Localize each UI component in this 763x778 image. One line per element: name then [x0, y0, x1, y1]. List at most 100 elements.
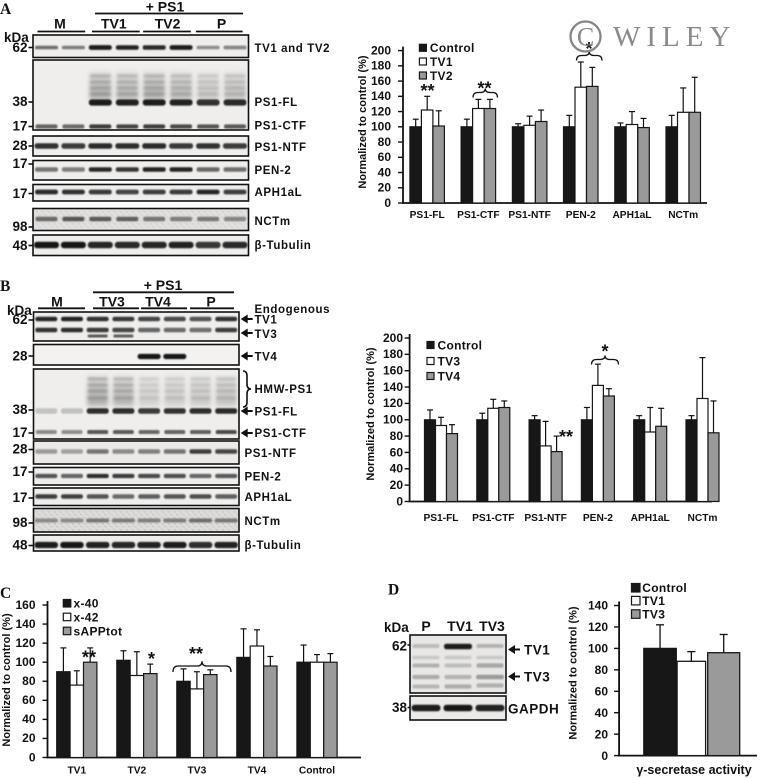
svg-text:Normalized to control (%): Normalized to control (%)	[1, 613, 13, 747]
svg-text:PEN-2: PEN-2	[255, 165, 292, 177]
svg-text:0: 0	[29, 750, 36, 764]
svg-text:TV3: TV3	[188, 766, 207, 777]
svg-text:160: 160	[15, 598, 35, 612]
svg-text:TV3: TV3	[479, 618, 505, 634]
svg-text:TV1 and TV2: TV1 and TV2	[255, 43, 331, 55]
svg-text:TV1: TV1	[255, 315, 278, 327]
svg-text:48: 48	[12, 238, 28, 253]
svg-text:62: 62	[12, 40, 27, 55]
svg-text:98: 98	[12, 515, 28, 530]
svg-text:PS1-FL: PS1-FL	[423, 513, 458, 524]
svg-text:WILEY: WILEY	[613, 21, 736, 53]
svg-text:17: 17	[12, 425, 27, 440]
svg-text:**: **	[559, 427, 573, 447]
svg-text:TV2: TV2	[155, 16, 181, 32]
svg-text:**: **	[477, 79, 491, 99]
svg-text:Normalized to control (%): Normalized to control (%)	[365, 347, 377, 481]
svg-text:20: 20	[378, 181, 392, 195]
svg-text:PS1-CTF: PS1-CTF	[472, 513, 514, 524]
svg-text:20: 20	[22, 731, 36, 745]
svg-text:x-42: x-42	[74, 610, 99, 624]
svg-text:TV1: TV1	[524, 643, 550, 658]
svg-text:TV3: TV3	[642, 607, 665, 621]
svg-text:80: 80	[595, 663, 609, 677]
svg-text:48: 48	[12, 538, 28, 553]
svg-text:Control: Control	[430, 41, 475, 55]
svg-text:Control: Control	[438, 338, 483, 352]
svg-text:40: 40	[595, 706, 609, 720]
svg-text:Normalized to control (%): Normalized to control (%)	[357, 55, 369, 189]
svg-text:PS1-NTF: PS1-NTF	[524, 513, 566, 524]
svg-text:Endogenous: Endogenous	[255, 304, 331, 316]
svg-text:PS1-NTF: PS1-NTF	[245, 448, 297, 460]
svg-text:60: 60	[595, 684, 609, 698]
svg-text:17: 17	[12, 464, 27, 479]
svg-text:TV4: TV4	[438, 369, 461, 383]
svg-text:120: 120	[588, 620, 608, 634]
svg-text:APH1aL: APH1aL	[631, 513, 670, 524]
svg-text:TV2: TV2	[430, 69, 453, 83]
svg-text:140: 140	[15, 617, 35, 631]
svg-text:100: 100	[383, 413, 403, 427]
svg-text:120: 120	[371, 104, 391, 118]
svg-text:38: 38	[12, 402, 28, 417]
svg-text:NCTm: NCTm	[668, 210, 698, 221]
svg-text:120: 120	[15, 636, 35, 650]
svg-text:**: **	[189, 644, 203, 664]
svg-text:100: 100	[588, 642, 608, 656]
svg-text:60: 60	[390, 445, 404, 459]
svg-text:*: *	[601, 342, 608, 362]
svg-text:120: 120	[383, 396, 403, 410]
svg-text:**: **	[82, 648, 96, 668]
svg-text:38: 38	[12, 94, 28, 109]
svg-text:28: 28	[12, 138, 28, 153]
svg-text:28: 28	[12, 349, 28, 364]
svg-text:PS1-FL: PS1-FL	[255, 97, 298, 109]
svg-text:80: 80	[390, 429, 404, 443]
svg-text:x-40: x-40	[74, 597, 99, 611]
svg-text:P: P	[206, 294, 215, 310]
svg-text:40: 40	[378, 165, 392, 179]
svg-text:*: *	[585, 39, 592, 59]
svg-text:62: 62	[12, 312, 27, 327]
svg-text:C: C	[0, 585, 11, 602]
svg-text:98: 98	[12, 219, 28, 234]
svg-text:β-Tubulin: β-Tubulin	[255, 240, 312, 252]
svg-text:TV4: TV4	[248, 766, 267, 777]
svg-text:P: P	[421, 618, 430, 634]
svg-text:A: A	[0, 1, 12, 18]
svg-text:38: 38	[392, 700, 408, 715]
svg-text:60: 60	[22, 693, 36, 707]
svg-text:PEN-2: PEN-2	[245, 472, 282, 484]
svg-text:M: M	[51, 294, 63, 310]
svg-text:kDa: kDa	[4, 30, 29, 45]
svg-text:140: 140	[588, 599, 608, 613]
svg-text:B: B	[0, 278, 10, 295]
svg-text:60: 60	[378, 150, 392, 164]
svg-text:PS1-NTF: PS1-NTF	[508, 210, 550, 221]
svg-text:17: 17	[12, 490, 27, 505]
svg-text:PS1-CTF: PS1-CTF	[255, 121, 307, 133]
svg-text:0: 0	[384, 196, 391, 210]
svg-text:TV4: TV4	[145, 294, 171, 310]
svg-text:0: 0	[396, 494, 403, 508]
svg-text:200: 200	[383, 331, 403, 345]
svg-text:TV1: TV1	[430, 55, 453, 69]
svg-text:D: D	[388, 582, 399, 599]
svg-text:NCTm: NCTm	[245, 516, 281, 528]
svg-text:P: P	[217, 16, 226, 32]
svg-text:17: 17	[12, 156, 27, 171]
svg-text:NCTm: NCTm	[688, 513, 718, 524]
svg-text:20: 20	[595, 727, 609, 741]
svg-text:PS1-FL: PS1-FL	[410, 210, 445, 221]
svg-text:*: *	[148, 649, 155, 669]
svg-text:40: 40	[390, 462, 404, 476]
svg-text:80: 80	[378, 135, 392, 149]
svg-text:28: 28	[12, 442, 28, 457]
svg-text:Control: Control	[299, 766, 335, 777]
svg-text:TV1: TV1	[642, 594, 665, 608]
svg-text:TV3: TV3	[524, 670, 550, 685]
svg-text:17: 17	[12, 119, 27, 134]
svg-text:140: 140	[383, 380, 403, 394]
svg-text:100: 100	[371, 120, 391, 134]
